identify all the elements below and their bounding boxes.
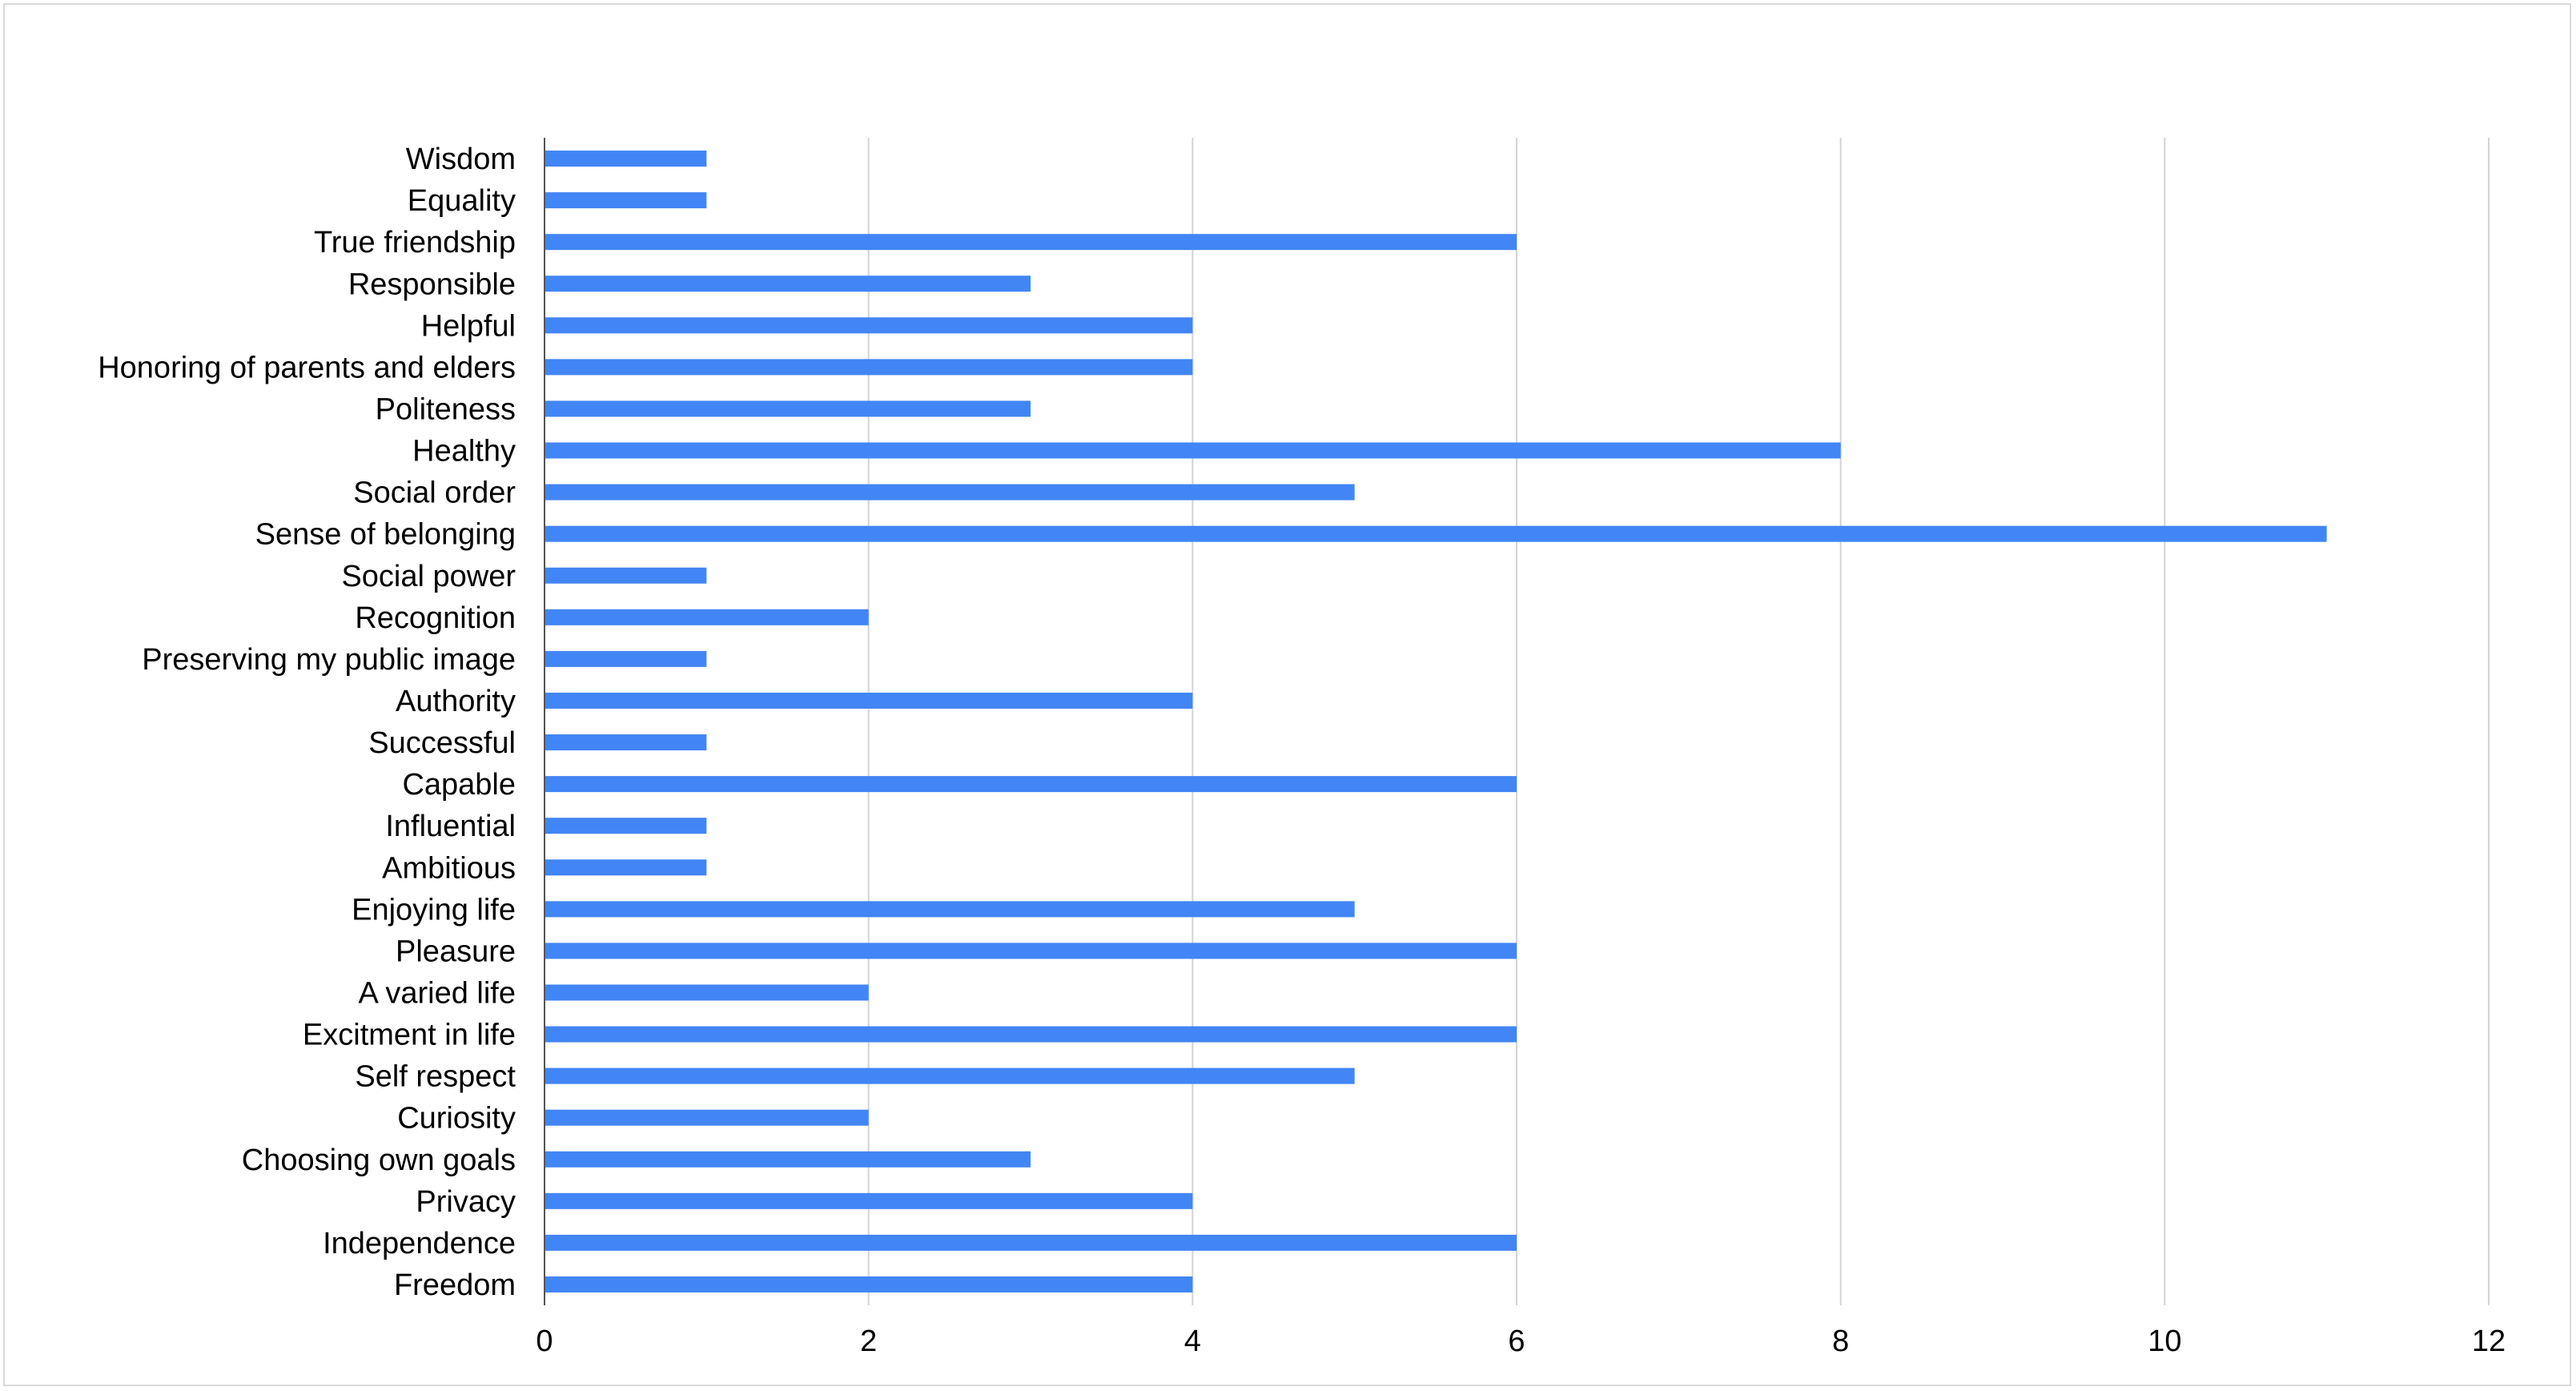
bar [545, 1109, 869, 1126]
bar [545, 609, 869, 625]
category-label: Successful [368, 726, 516, 760]
chart-frame [3, 3, 2571, 1386]
category-label: Influential [385, 810, 516, 843]
bar [545, 776, 1517, 793]
category-label: Sense of belonging [255, 518, 516, 552]
category-label: Helpful [421, 309, 516, 343]
category-label: True friendship [314, 226, 516, 259]
bar [545, 901, 1355, 918]
x-tick-label: 6 [1508, 1325, 1525, 1358]
bar [545, 1026, 1517, 1043]
bar [545, 359, 1193, 376]
bar [545, 943, 1517, 959]
bar [545, 442, 1841, 459]
category-label: Self respect [355, 1060, 516, 1094]
bar [545, 1276, 1193, 1293]
category-label: Responsible [348, 267, 516, 301]
bar [545, 818, 707, 834]
category-label: Ambitious [382, 851, 516, 885]
category-label: A varied life [359, 976, 516, 1010]
gridlines [867, 138, 2490, 1305]
category-label: Authority [396, 685, 516, 718]
x-tick-label: 4 [1184, 1325, 1201, 1358]
bar [545, 1151, 1031, 1168]
bar [545, 275, 1031, 292]
x-tick-label: 10 [2148, 1325, 2181, 1358]
x-tick-labels: 0 2 4 6 8 10 12 [536, 1325, 2506, 1358]
category-label: Healthy [412, 435, 516, 468]
bar [545, 484, 1355, 501]
x-tick-label: 8 [1832, 1325, 1849, 1358]
bar [545, 1067, 1355, 1084]
category-label: Excitment in life [303, 1019, 516, 1052]
category-label: Privacy [416, 1185, 516, 1219]
category-label: Equality [408, 184, 516, 218]
x-tick-label: 0 [536, 1325, 553, 1358]
category-label: Social power [341, 560, 516, 593]
category-label: Wisdom [406, 143, 516, 176]
bar [545, 192, 707, 209]
category-label: Social order [353, 476, 516, 510]
bar [545, 234, 1517, 251]
bar [545, 1192, 1193, 1209]
category-label: Recognition [355, 601, 516, 635]
bars [545, 151, 2327, 1293]
bar [545, 984, 869, 1001]
bar [545, 317, 1193, 334]
category-label: Freedom [394, 1268, 516, 1302]
category-label: Capable [402, 768, 516, 802]
bar [545, 567, 707, 584]
category-label: Pleasure [396, 935, 516, 968]
bar [545, 734, 707, 751]
x-tick-label: 12 [2472, 1325, 2506, 1358]
bar [545, 692, 1193, 709]
category-labels: Wisdom Equality True friendship Responsible… [98, 143, 516, 1302]
category-label: Choosing own goals [242, 1144, 516, 1177]
category-label: Preserving my public image [142, 643, 516, 677]
category-label: Enjoying life [352, 893, 516, 927]
bar [545, 650, 707, 667]
bar [545, 525, 2327, 542]
category-label: Politeness [376, 392, 516, 426]
category-label: Curiosity [397, 1102, 516, 1136]
x-tick-label: 2 [860, 1325, 877, 1358]
bar [545, 400, 1031, 417]
bar [545, 151, 707, 167]
bar [545, 859, 707, 876]
category-label: Honoring of parents and elders [98, 351, 516, 384]
category-label: Independence [323, 1227, 516, 1260]
bar [545, 1234, 1517, 1251]
